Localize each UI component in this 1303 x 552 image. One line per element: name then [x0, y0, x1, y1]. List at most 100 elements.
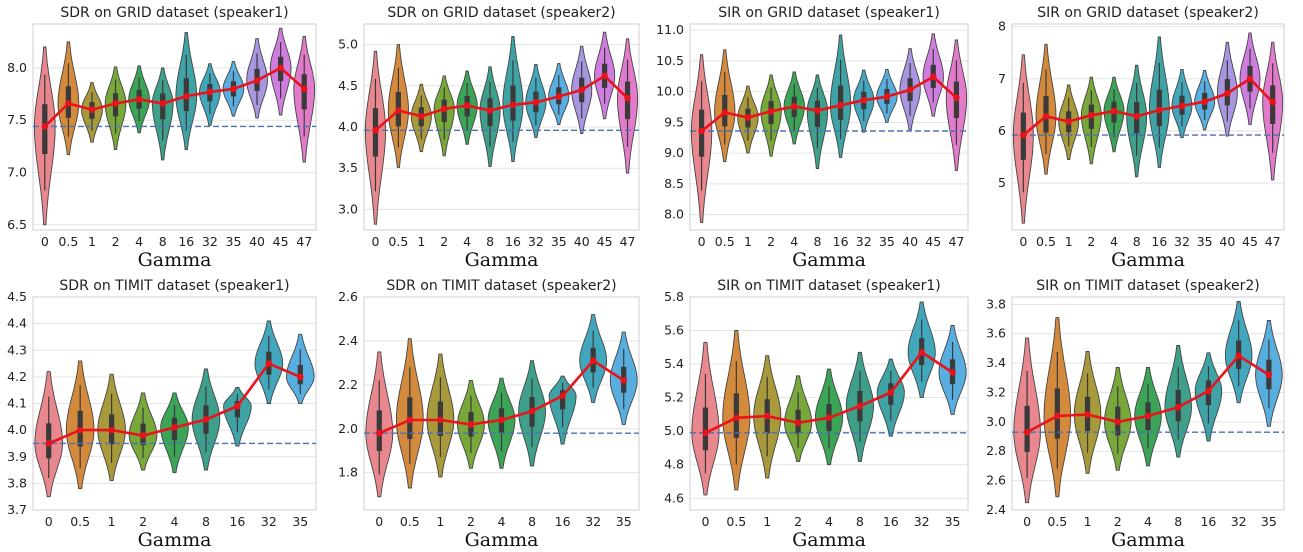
x-tick-label: 16: [883, 514, 899, 529]
x-tick-label: 4: [1144, 514, 1152, 529]
plot-frame: [1011, 23, 1285, 231]
x-tick-label: 16: [229, 514, 245, 529]
subplot-8: 2.4 2.6 2.8 3.0 3.2 3.4 3.6 3.8 0 0.5 1 2 4 8 16 32 35 SI…: [986, 278, 1285, 551]
y-tick-label: 7.5: [7, 112, 27, 127]
mean-point: [860, 96, 868, 104]
x-tick-label: 0.5: [70, 514, 90, 529]
x-tick-label: 8: [1133, 234, 1141, 249]
subplot-7: 4.6 4.8 5.0 5.2 5.4 5.6 5.8 0 0.5 1 2 4 8 16 32 35 SIR o…: [664, 278, 969, 551]
mean-point: [182, 92, 190, 100]
x-tick-label: 1: [88, 234, 96, 249]
y-tick-label: 5.0: [664, 423, 684, 438]
y-tick-label: 3.7: [7, 502, 27, 517]
y-tick-label: 3.2: [986, 384, 1006, 399]
x-tick-label: 8: [486, 234, 494, 249]
mean-point: [624, 94, 631, 102]
x-tick-label: 8: [1174, 514, 1182, 529]
mean-point: [1054, 412, 1061, 420]
x-tick-label: 1: [763, 514, 771, 529]
y-tick-label: 8.5: [664, 176, 684, 191]
subplot-5: 3.7 3.8 3.9 4.0 4.1 4.2 4.3 4.4 4.5 0 0.5 1 2 4 8 16 32 3…: [7, 278, 317, 551]
mean-point: [1246, 75, 1254, 83]
mean-point: [814, 107, 821, 115]
x-tick-label: 4: [825, 514, 833, 529]
y-tick-label: 3.8: [7, 475, 27, 490]
x-tick-label: 2: [467, 514, 475, 529]
x-tick-label: 0: [701, 514, 709, 529]
x-tick-label: 45: [1242, 234, 1258, 249]
x-tick-label: 8: [856, 514, 864, 529]
y-tick-label: 10.0: [656, 84, 684, 99]
subplot-1: 6.5 7.0 7.5 8.0 0 0.5 1 2 4 8 16 32 35 40 45 47 SDR on G…: [7, 5, 317, 271]
mean-point: [744, 114, 752, 121]
x-tick-label: 0.5: [1047, 514, 1067, 529]
y-tick-label: 9.0: [664, 145, 684, 160]
y-tick-label: 1.8: [338, 465, 358, 480]
mean-point: [395, 107, 402, 114]
plot-frame: [363, 296, 640, 511]
x-tick-label: 16: [178, 234, 194, 249]
x-tick-label: 47: [620, 234, 636, 249]
mean-point: [463, 102, 471, 109]
x-axis-label: Gamma: [792, 529, 866, 548]
mean-point: [296, 373, 304, 381]
mean-point: [1023, 428, 1031, 436]
x-tick-label: 8: [813, 234, 821, 249]
mean-point: [794, 419, 802, 427]
y-tick-label: 6: [998, 123, 1006, 138]
y-tick-label: 5: [998, 175, 1006, 190]
mean-point: [159, 100, 167, 107]
x-axis-label: Gamma: [138, 249, 212, 271]
x-tick-label: 0: [1019, 234, 1027, 249]
x-tick-label: 16: [1151, 234, 1167, 249]
mean-point: [620, 377, 628, 384]
mean-point: [139, 432, 147, 439]
y-tick-label: 3.4: [986, 355, 1006, 370]
mean-point: [1156, 106, 1163, 114]
x-tick-label: 35: [879, 234, 895, 249]
x-tick-label: 40: [249, 234, 265, 249]
x-axis-label: Gamma: [465, 529, 539, 548]
mean-point: [1178, 102, 1186, 110]
x-tick-label: 40: [902, 234, 918, 249]
mean-point: [467, 421, 475, 428]
x-tick-label: 16: [1200, 514, 1216, 529]
mean-point: [230, 85, 237, 93]
mean-point: [906, 86, 914, 94]
y-tick-label: 3.9: [7, 449, 27, 464]
mean-point: [929, 73, 937, 81]
x-tick-label: 2: [767, 234, 775, 249]
x-tick-label: 4: [463, 234, 471, 249]
y-tick-label: 7: [998, 71, 1006, 86]
x-tick-label: 16: [505, 234, 521, 249]
mean-point: [234, 402, 241, 410]
plot-frame: [1011, 296, 1285, 511]
x-tick-label: 45: [273, 234, 289, 249]
y-tick-label: 4.0: [338, 119, 358, 134]
mean-point: [532, 98, 540, 106]
subplot-title: SDR on TIMIT dataset (speaker2): [386, 278, 616, 294]
x-tick-label: 4: [1110, 234, 1118, 249]
mean-point: [1265, 371, 1273, 379]
y-tick-label: 8.0: [664, 207, 684, 222]
x-tick-label: 1: [108, 514, 116, 529]
mean-point: [1084, 411, 1091, 418]
mean-point: [1144, 412, 1152, 420]
mean-point: [88, 106, 96, 114]
y-tick-label: 3.0: [338, 201, 358, 216]
x-tick-label: 0.5: [400, 514, 420, 529]
x-tick-label: 32: [585, 514, 601, 529]
mean-point: [486, 107, 494, 114]
mean-point: [202, 416, 210, 423]
x-tick-label: 4: [171, 514, 179, 529]
mean-point: [76, 426, 84, 434]
x-tick-label: 35: [1197, 234, 1213, 249]
x-axis-label: Gamma: [465, 249, 539, 271]
y-tick-label: 2.6: [986, 473, 1006, 488]
x-tick-label: 2: [112, 234, 120, 249]
mean-point: [887, 389, 895, 396]
mean-point: [721, 109, 729, 116]
x-tick-label: 32: [914, 514, 930, 529]
y-tick-label: 4.8: [664, 457, 684, 472]
